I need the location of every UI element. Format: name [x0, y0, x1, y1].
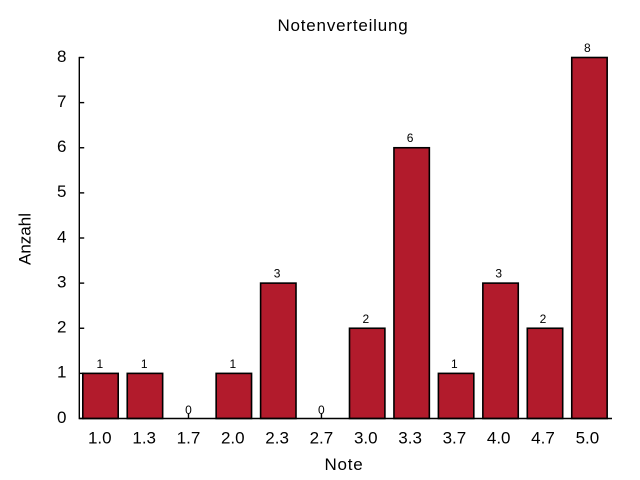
svg-text:3: 3 [57, 272, 66, 291]
svg-text:3: 3 [274, 267, 281, 281]
svg-text:7: 7 [57, 92, 66, 111]
svg-text:1.7: 1.7 [177, 428, 201, 447]
svg-text:6: 6 [407, 131, 414, 145]
svg-text:1: 1 [57, 363, 66, 382]
svg-text:2: 2 [540, 312, 547, 326]
svg-text:0: 0 [185, 403, 192, 417]
svg-text:1: 1 [229, 357, 236, 371]
svg-text:8: 8 [584, 41, 591, 55]
svg-text:1.3: 1.3 [132, 428, 156, 447]
svg-text:2.0: 2.0 [221, 428, 245, 447]
svg-text:3.7: 3.7 [443, 428, 467, 447]
svg-text:2.3: 2.3 [265, 428, 289, 447]
svg-text:1: 1 [141, 357, 148, 371]
svg-text:5: 5 [57, 182, 66, 201]
svg-text:3: 3 [495, 267, 502, 281]
svg-text:6: 6 [57, 137, 66, 156]
svg-text:4.0: 4.0 [487, 428, 511, 447]
svg-text:1.0: 1.0 [88, 428, 112, 447]
svg-text:Note: Note [324, 455, 363, 474]
svg-text:2: 2 [57, 318, 66, 337]
svg-text:Anzahl: Anzahl [16, 213, 35, 265]
svg-text:Notenverteilung: Notenverteilung [277, 16, 408, 35]
svg-text:5.0: 5.0 [576, 428, 600, 447]
svg-text:2.7: 2.7 [310, 428, 334, 447]
svg-text:0: 0 [57, 408, 66, 427]
svg-text:0: 0 [318, 403, 325, 417]
svg-text:1: 1 [96, 357, 103, 371]
svg-text:8: 8 [57, 47, 66, 66]
svg-text:3.0: 3.0 [354, 428, 378, 447]
svg-text:3.3: 3.3 [398, 428, 422, 447]
svg-text:2: 2 [362, 312, 369, 326]
svg-text:4: 4 [57, 227, 66, 246]
svg-text:1: 1 [451, 357, 458, 371]
svg-text:4.7: 4.7 [531, 428, 555, 447]
